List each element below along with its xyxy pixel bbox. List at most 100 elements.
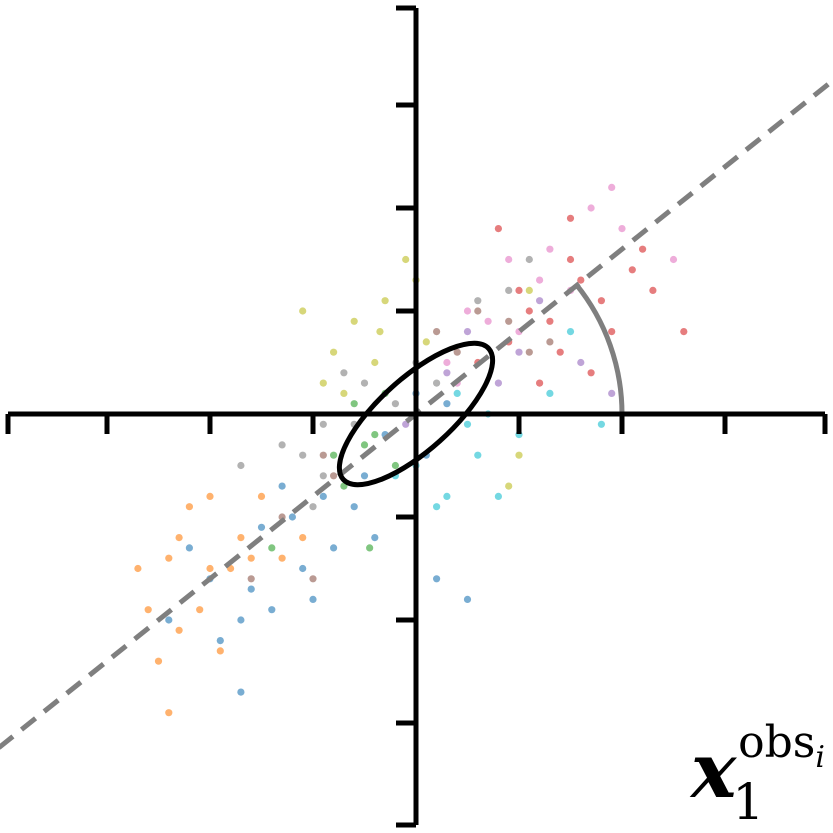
data-point <box>185 544 193 552</box>
data-point <box>247 575 255 583</box>
data-point <box>278 554 286 562</box>
data-point <box>175 626 183 634</box>
data-point <box>505 255 513 264</box>
data-point <box>566 255 575 264</box>
data-point <box>350 400 358 408</box>
data-point <box>360 472 369 480</box>
data-point <box>525 255 533 264</box>
data-point <box>525 286 533 294</box>
data-point <box>577 276 585 284</box>
data-point <box>330 544 338 552</box>
data-point <box>216 637 224 645</box>
data-point <box>366 544 374 552</box>
data-point <box>536 276 544 284</box>
data-point <box>443 369 451 377</box>
data-point <box>165 709 173 717</box>
data-point <box>288 513 296 521</box>
data-point <box>154 657 163 665</box>
data-point <box>566 214 575 222</box>
data-point <box>309 595 317 604</box>
data-point <box>433 503 441 511</box>
data-point <box>525 307 533 315</box>
data-point <box>278 482 286 490</box>
data-point <box>494 225 502 233</box>
data-point <box>443 492 451 500</box>
superscript-text: obs <box>738 717 816 768</box>
data-point <box>237 534 245 542</box>
data-point <box>402 255 410 264</box>
data-point <box>371 534 379 542</box>
data-point <box>371 358 379 367</box>
data-point <box>566 328 575 336</box>
data-point <box>391 461 399 470</box>
data-point <box>299 451 307 459</box>
data-point <box>330 348 338 356</box>
data-point <box>608 389 616 397</box>
data-point <box>330 472 338 480</box>
data-point <box>505 286 513 294</box>
data-point <box>525 348 533 356</box>
superscript-index: i <box>815 739 825 775</box>
data-point <box>474 307 482 315</box>
data-point <box>319 451 327 459</box>
data-point <box>319 420 327 428</box>
angle-arc <box>574 282 625 415</box>
data-point <box>309 575 317 583</box>
data-point <box>237 461 245 470</box>
data-point <box>144 606 152 614</box>
data-point <box>463 328 472 336</box>
data-point <box>206 492 214 500</box>
data-point <box>185 503 193 511</box>
data-point <box>443 358 451 367</box>
data-point <box>484 317 492 325</box>
data-point <box>453 348 461 356</box>
variable-superscript: obsi <box>738 717 825 773</box>
data-point <box>474 297 482 305</box>
data-point <box>299 534 307 542</box>
data-point <box>278 441 286 449</box>
data-point <box>669 255 678 264</box>
data-point <box>196 606 204 614</box>
data-point <box>463 420 472 428</box>
data-point <box>453 389 461 397</box>
data-point <box>299 307 307 315</box>
data-point <box>319 472 327 480</box>
data-point <box>247 585 255 593</box>
data-point <box>422 338 430 346</box>
data-point <box>371 431 379 439</box>
data-point <box>546 338 554 346</box>
data-point <box>494 379 502 387</box>
data-point <box>536 379 544 387</box>
data-point <box>381 297 389 305</box>
data-point <box>299 564 307 573</box>
data-point <box>309 503 317 511</box>
data-point <box>628 266 636 274</box>
data-point <box>433 328 441 336</box>
data-point <box>319 492 327 500</box>
data-point <box>505 317 513 325</box>
data-point <box>577 358 585 367</box>
data-point <box>546 389 554 397</box>
data-point <box>639 245 647 253</box>
data-point <box>546 317 554 325</box>
data-point <box>546 245 554 253</box>
data-point <box>237 616 245 624</box>
data-point <box>433 575 441 583</box>
data-point <box>206 564 214 573</box>
data-point <box>175 534 183 542</box>
data-point <box>216 647 224 655</box>
covariance-ellipse <box>336 340 496 488</box>
data-point <box>608 183 616 191</box>
data-point <box>319 379 327 387</box>
data-point <box>443 400 451 408</box>
data-point <box>350 317 358 325</box>
data-point <box>350 503 358 511</box>
data-point <box>587 204 595 212</box>
data-point <box>587 369 595 377</box>
data-point <box>515 286 523 294</box>
data-point <box>237 688 245 696</box>
data-point <box>433 379 441 387</box>
data-point <box>505 482 513 490</box>
